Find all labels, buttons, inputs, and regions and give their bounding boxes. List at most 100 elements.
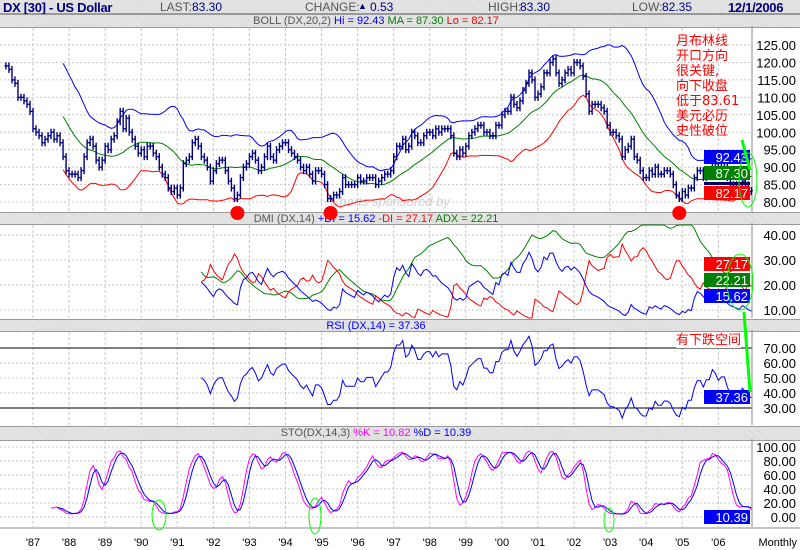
price-bar — [719, 163, 723, 175]
price-bar — [121, 107, 125, 133]
price-bar — [530, 69, 534, 84]
price-bar — [677, 191, 681, 203]
price-bar — [419, 139, 423, 147]
stochastic-d-line — [56, 451, 752, 515]
x-tick-label: '97 — [387, 537, 401, 549]
price-bar — [500, 111, 504, 129]
price-bar — [163, 170, 167, 182]
price-bar — [58, 132, 62, 147]
price-bar — [271, 153, 275, 164]
price-bar — [235, 191, 239, 203]
lower-band-value-bg — [704, 186, 750, 200]
last-price-marker — [704, 182, 750, 185]
price-bar — [347, 181, 351, 189]
price-bar — [656, 163, 660, 178]
price-bar — [599, 100, 603, 112]
price-bar — [154, 149, 158, 161]
annotation-line: 月布林线 — [676, 34, 729, 49]
x-tick-label: '95 — [314, 537, 328, 549]
x-tick-label: '94 — [278, 537, 292, 549]
price-bar — [377, 177, 381, 189]
x-tick-label: '91 — [170, 537, 184, 549]
price-bar — [374, 174, 378, 189]
price-bar — [569, 65, 573, 77]
price-bar — [85, 139, 89, 161]
price-bar — [94, 142, 98, 164]
price-bar — [560, 76, 564, 87]
price-bar — [737, 181, 741, 189]
price-bar — [220, 156, 224, 164]
price-bar — [653, 163, 657, 178]
stochastic-d-value-text: 10.39 — [715, 510, 748, 525]
price-bar — [25, 97, 29, 108]
sto-header: STO(DX,14,3) %K = 10.82 %D = 10.39 — [0, 426, 800, 441]
boll-label: BOLL (DX,20,2) — [253, 15, 331, 27]
price-bar — [461, 146, 465, 157]
annotation-line: 美元必历 — [676, 109, 729, 124]
price-bar — [413, 128, 417, 140]
boll-header: BOLL (DX,20,2) Hi = 92.43 MA = 87.30 Lo … — [0, 14, 800, 28]
price-bar — [536, 90, 540, 101]
middle-band-value-bg — [704, 166, 750, 180]
price-bar — [16, 79, 20, 101]
price-bar — [175, 184, 179, 199]
x-tick-label: '96 — [350, 537, 364, 549]
price-bar — [593, 100, 597, 108]
price-bar — [455, 149, 459, 161]
price-bar — [470, 128, 474, 140]
price-bar — [371, 174, 375, 182]
price-bar — [638, 156, 642, 175]
x-tick-label: '89 — [98, 537, 112, 549]
upper-band-value-bg — [704, 150, 750, 164]
highlight-arrow — [740, 139, 752, 171]
price-bar — [136, 142, 140, 157]
price-bar — [88, 135, 92, 147]
price-bar — [244, 160, 248, 171]
price-bar — [689, 184, 693, 192]
price-bar — [250, 149, 254, 161]
price-bar — [707, 167, 711, 175]
price-bar — [139, 146, 143, 157]
price-bar — [19, 93, 23, 101]
price-bar — [710, 156, 714, 175]
y-tick-label: 60.00 — [763, 468, 796, 483]
price-bar — [680, 188, 684, 203]
price-bar — [226, 167, 230, 185]
price-bar — [299, 156, 303, 171]
dmi-pdi: +DI = 15.62 — [317, 213, 376, 225]
price-bar — [566, 65, 570, 77]
y-tick-label: 30.00 — [763, 253, 796, 268]
price-bar — [521, 86, 525, 105]
adx-line — [200, 224, 752, 302]
price-bar — [497, 121, 501, 129]
price-bar — [287, 139, 291, 154]
chart-date: 12/1/2006 — [728, 0, 784, 15]
stochastic-k-line — [50, 450, 752, 515]
price-bar — [509, 93, 513, 115]
price-bar — [193, 135, 197, 147]
sto-label: STO(DX,14,3) — [280, 427, 351, 439]
price-bar — [503, 107, 507, 119]
price-bar — [166, 174, 170, 192]
price-bar — [539, 83, 543, 98]
price-bar — [184, 156, 188, 168]
x-tick-label: '03 — [603, 537, 617, 549]
price-bar — [64, 153, 68, 175]
price-bar — [401, 135, 405, 150]
price-bar — [172, 184, 176, 196]
price-bar — [28, 100, 32, 115]
price-bar — [353, 181, 357, 189]
price-bar — [169, 184, 173, 196]
price-bar — [698, 167, 702, 175]
x-tick-label: '98 — [423, 537, 437, 549]
price-bar — [196, 135, 200, 150]
price-bar — [7, 62, 11, 73]
dmi-adx: ADX = 22.21 — [435, 213, 499, 225]
price-bar — [572, 58, 576, 77]
x-tick-label: '92 — [206, 537, 220, 549]
title-bar: DX [30] - US Dollar LAST: 83.30 CHANGE: … — [0, 0, 800, 15]
price-bar — [578, 58, 582, 70]
y-tick-label: 10.00 — [763, 303, 796, 318]
price-bar — [223, 156, 227, 175]
y-tick-label: 115.00 — [757, 73, 796, 88]
